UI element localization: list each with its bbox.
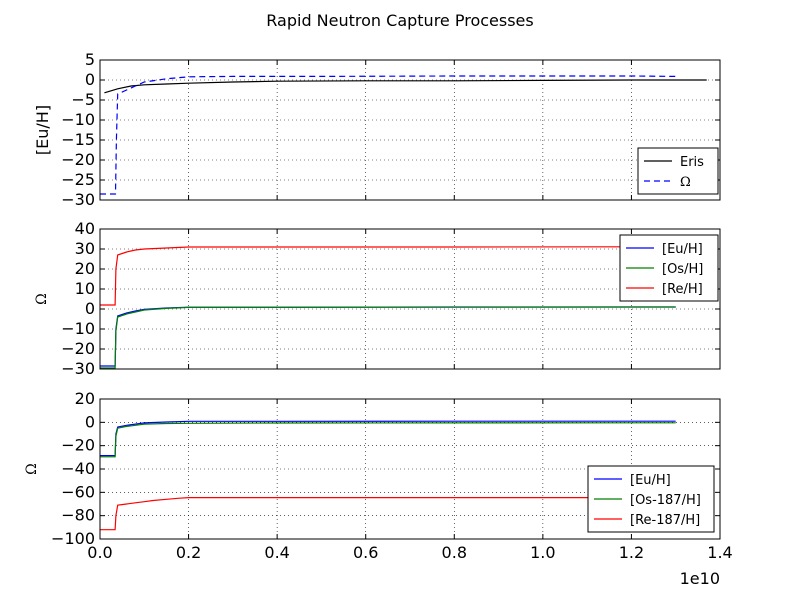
y-tick-label: 0 [85, 70, 95, 89]
y-tick-label: −20 [61, 339, 95, 358]
legend: Eris Ω [637, 147, 719, 195]
y-axis-label: Ω [34, 293, 50, 305]
legend-label: [Os/H] [662, 262, 703, 277]
x-tick-label: 0.6 [353, 543, 378, 562]
legend-label: [Re-187/H] [630, 513, 700, 528]
y-tick-label: −20 [61, 436, 95, 455]
panel-1: 50−5−10−15−20−25−30 [Eu/H] Eris Ω [33, 50, 721, 209]
figure-title: Rapid Neutron Capture Processes [266, 11, 533, 30]
legend-label: [Eu/H] [662, 242, 703, 257]
series-line-1 [100, 306, 676, 367]
y-tick-label: −30 [61, 359, 95, 378]
y-tick-label: −100 [51, 529, 95, 548]
y-tick-label: −10 [61, 319, 95, 338]
y-tick-label: 0 [85, 299, 95, 318]
x-offset-label: 1e10 [680, 569, 720, 588]
x-tick-label: 0.0 [87, 543, 112, 562]
y-tick-label: −80 [61, 506, 95, 525]
x-tick-label: 0.4 [264, 543, 289, 562]
series-line-2 [100, 422, 676, 458]
series-line-2 [100, 306, 676, 369]
y-tick-label: 40 [75, 219, 95, 238]
legend-label: [Os-187/H] [630, 493, 701, 508]
y-tick-label: −10 [61, 110, 95, 129]
y-axis-label: Ω [24, 463, 40, 475]
y-tick-label: −30 [61, 190, 95, 209]
y-axis-label: [Eu/H] [33, 105, 52, 155]
legend: [Eu/H] [Os-187/H] [Re-187/H] [587, 465, 715, 533]
y-tick-label: 20 [75, 389, 95, 408]
legend-box [637, 147, 719, 195]
y-tick-label: −5 [71, 90, 95, 109]
x-tick-label: 1.4 [707, 543, 732, 562]
legend-label: [Re/H] [662, 282, 703, 297]
y-tick-label: 10 [75, 279, 95, 298]
y-tick-label: −20 [61, 150, 95, 169]
series-line-1 [104, 79, 707, 94]
y-tick-label: 5 [85, 50, 95, 69]
y-tick-label: −60 [61, 482, 95, 501]
series-line-1 [100, 420, 676, 457]
x-tick-label: 0.8 [442, 543, 467, 562]
plot-frame [99, 59, 721, 201]
y-tick-label: −40 [61, 459, 95, 478]
y-tick-label: −25 [61, 170, 95, 189]
y-tick-label: −15 [61, 130, 95, 149]
y-tick-label: 0 [85, 412, 95, 431]
plot-frame [99, 228, 721, 370]
legend: [Eu/H] [Os/H] [Re/H] [619, 234, 719, 302]
x-tick-label: 1.2 [619, 543, 644, 562]
legend-label: [Eu/H] [630, 473, 671, 488]
x-tick-label: 1.0 [530, 543, 555, 562]
x-tick-label: 0.2 [176, 543, 201, 562]
legend-label: Ω [680, 175, 691, 190]
legend-box [587, 465, 715, 533]
y-tick-label: 20 [75, 259, 95, 278]
y-tick-label: 30 [75, 239, 95, 258]
series-line-3 [100, 246, 676, 306]
legend-label: Eris [680, 155, 704, 170]
series-line-2 [100, 75, 676, 195]
series-line-3 [100, 497, 676, 531]
